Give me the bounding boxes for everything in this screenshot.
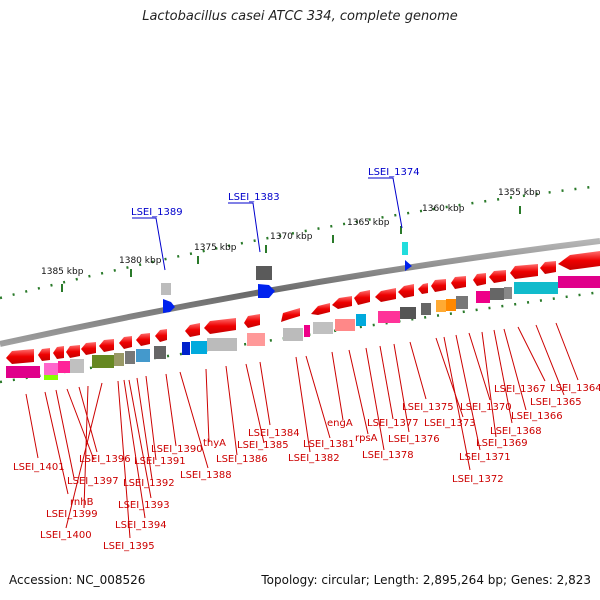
gene-label[interactable]: LSEI_1371 bbox=[459, 452, 511, 463]
kbp-label-1380: 1380 kbp bbox=[119, 256, 162, 266]
gene-label[interactable]: LSEI_1394 bbox=[115, 520, 167, 531]
accession-text: Accession: NC_008526 bbox=[9, 573, 146, 587]
kbp-label-1385: 1385 kbp bbox=[41, 267, 84, 277]
gene-arrow[interactable] bbox=[489, 270, 506, 283]
gene-arrow[interactable] bbox=[185, 323, 200, 337]
highlight-label-lsei-1374[interactable]: LSEI_1374 bbox=[368, 167, 420, 178]
gene-label[interactable]: LSEI_1390 bbox=[151, 444, 203, 455]
gene-label[interactable]: LSEI_1397 bbox=[67, 476, 119, 487]
gene-label[interactable]: LSEI_1400 bbox=[40, 530, 92, 541]
gene-label[interactable]: LSEI_1365 bbox=[530, 397, 582, 408]
gene-arrow[interactable] bbox=[540, 261, 556, 274]
gene-label[interactable]: LSEI_1393 bbox=[118, 500, 170, 511]
gene-label[interactable]: thyA bbox=[203, 438, 226, 449]
gene-arrow[interactable] bbox=[354, 290, 370, 305]
gene-arrow[interactable] bbox=[451, 276, 466, 289]
gene-label[interactable]: LSEI_1369 bbox=[476, 438, 528, 449]
feature-1383-box[interactable] bbox=[256, 266, 272, 280]
kbp-label-1370: 1370 kbp bbox=[270, 232, 313, 242]
scale-arc bbox=[0, 184, 600, 300]
kbp-label-1355: 1355 kbp bbox=[498, 188, 541, 198]
gene-arrow[interactable] bbox=[418, 283, 428, 294]
gene-label[interactable]: LSEI_1364 bbox=[550, 383, 600, 394]
gene-label[interactable]: LSEI_1367 bbox=[494, 384, 546, 395]
gene-arrow[interactable] bbox=[375, 288, 396, 302]
gene-arrow[interactable] bbox=[136, 333, 150, 346]
kbp-label-1365: 1365 kbp bbox=[347, 218, 390, 228]
gene-arrow[interactable] bbox=[204, 318, 236, 334]
gene-arrow[interactable] bbox=[398, 284, 414, 298]
gene-arrow[interactable] bbox=[53, 346, 64, 359]
forward-strand-genes bbox=[6, 251, 600, 364]
kbp-ticks bbox=[61, 206, 521, 292]
gene-label[interactable]: LSEI_1386 bbox=[216, 454, 268, 465]
gene-arrow[interactable] bbox=[558, 251, 600, 270]
inner-scale-arc bbox=[0, 290, 600, 384]
gene-label[interactable]: LSEI_1399 bbox=[46, 509, 98, 520]
gene-arrow[interactable] bbox=[38, 348, 50, 361]
gene-arrow[interactable] bbox=[332, 296, 352, 309]
gene-arrow[interactable] bbox=[431, 279, 446, 292]
feature-1383-arrow[interactable] bbox=[258, 284, 275, 298]
gene-label[interactable]: LSEI_1370 bbox=[460, 402, 512, 413]
gene-label[interactable]: engA bbox=[327, 418, 353, 429]
feature-1374-arrow[interactable] bbox=[405, 260, 412, 271]
gene-label[interactable]: LSEI_1396 bbox=[79, 454, 131, 465]
gene-label[interactable]: LSEI_1395 bbox=[103, 541, 155, 552]
gene-label[interactable]: rpsA bbox=[355, 433, 378, 444]
gene-label[interactable]: LSEI_1373 bbox=[424, 418, 476, 429]
feature-1389-box[interactable] bbox=[161, 283, 171, 295]
feature-1389-arrow[interactable] bbox=[163, 299, 175, 313]
gene-label[interactable]: LSEI_1375 bbox=[402, 402, 454, 413]
kbp-label-1375: 1375 kbp bbox=[194, 243, 237, 253]
gene-label[interactable]: LSEI_1368 bbox=[490, 426, 542, 437]
gene-label[interactable]: LSEI_1377 bbox=[367, 418, 419, 429]
gene-label[interactable]: LSEI_1388 bbox=[180, 470, 232, 481]
gene-arrow[interactable] bbox=[473, 273, 486, 286]
gene-label[interactable]: LSEI_1391 bbox=[134, 456, 186, 467]
kbp-label-1360: 1360 kbp bbox=[422, 204, 465, 214]
highlight-label-lsei-1383[interactable]: LSEI_1383 bbox=[228, 192, 280, 203]
gene-arrow[interactable] bbox=[510, 264, 538, 279]
gene-arrow[interactable] bbox=[281, 308, 300, 322]
gene-label[interactable]: LSEI_1381 bbox=[303, 439, 355, 450]
gene-arrow[interactable] bbox=[155, 329, 167, 342]
gene-label[interactable]: LSEI_1384 bbox=[248, 428, 300, 439]
feature-1374-box[interactable] bbox=[402, 242, 408, 255]
gene-label[interactable]: LSEI_1378 bbox=[362, 450, 414, 461]
gene-labels: LSEI_1401 rnhB LSEI_1397 LSEI_1396 LSEI_… bbox=[13, 383, 600, 552]
gene-label[interactable]: LSEI_1376 bbox=[388, 434, 440, 445]
gene-arrow[interactable] bbox=[6, 349, 34, 364]
gene-label[interactable]: rnhB bbox=[70, 497, 94, 508]
leader-lines bbox=[25, 322, 579, 539]
gene-label[interactable]: LSEI_1366 bbox=[511, 411, 563, 422]
gene-arrow[interactable] bbox=[66, 345, 80, 358]
gene-arrow[interactable] bbox=[99, 339, 114, 352]
cog-color-boxes bbox=[6, 276, 600, 380]
gene-label[interactable]: LSEI_1392 bbox=[123, 478, 175, 489]
highlight-label-lsei-1389[interactable]: LSEI_1389 bbox=[131, 207, 183, 218]
genome-backbone bbox=[0, 238, 600, 347]
gene-label[interactable]: LSEI_1382 bbox=[288, 453, 340, 464]
gene-arrow[interactable] bbox=[119, 336, 132, 349]
gene-label[interactable]: LSEI_1372 bbox=[452, 474, 504, 485]
gene-label[interactable]: LSEI_1401 bbox=[13, 462, 65, 473]
gene-arrow[interactable] bbox=[244, 314, 260, 328]
gene-arrow[interactable] bbox=[81, 342, 96, 355]
genome-title: Lactobacillus casei ATCC 334, complete g… bbox=[142, 9, 458, 24]
genome-summary-text: Topology: circular; Length: 2,895,264 bp… bbox=[261, 573, 591, 587]
gene-arrow[interactable] bbox=[311, 303, 330, 315]
gene-label[interactable]: LSEI_1385 bbox=[237, 440, 289, 451]
highlight-callouts bbox=[132, 177, 403, 271]
